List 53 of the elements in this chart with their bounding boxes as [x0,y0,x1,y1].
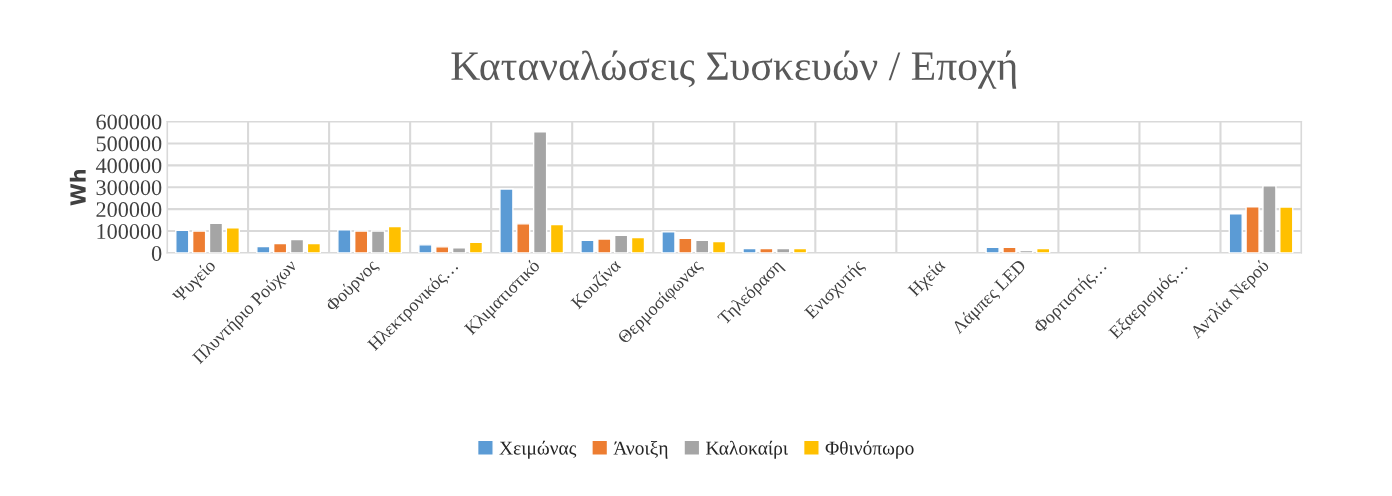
legend-label: Καλοκαίρι [706,440,789,459]
bar [613,234,629,253]
bar [695,239,710,253]
bar [208,222,224,253]
bar [1002,246,1017,253]
bar [468,241,484,253]
y-tick-label: 100000 [97,223,162,239]
bar [759,247,774,253]
bar [597,238,612,253]
bar [354,230,369,253]
bar [1228,213,1243,253]
y-tick-label: 500000 [96,136,162,152]
y-tick-label: 200000 [96,202,162,218]
bar [370,230,386,253]
bar [1019,249,1034,253]
legend-label: Χειμώνας [499,440,577,459]
bar [337,229,352,253]
y-tick-label: 0 [151,245,162,261]
bar [175,229,190,253]
bar [225,227,241,253]
legend-label: Φθινόπωρο [825,440,914,459]
y-tick-label: 600000 [96,114,162,130]
bar [678,237,693,253]
bar [191,230,207,253]
y-tick-label: 300000 [96,180,162,196]
chart-title: Καταναλώσεις Συσκευών / Εποχή [451,50,1017,89]
bar [711,240,727,253]
bar [776,247,791,253]
y-axis-title: Wh [69,169,86,206]
bar [985,246,1000,253]
bar [630,236,646,253]
bar [661,231,676,253]
bar [792,247,808,253]
bar [532,131,548,253]
bar [451,247,467,253]
bar [435,246,450,253]
y-tick-label: 400000 [95,158,162,174]
bar [1245,206,1260,253]
bar [306,242,322,253]
legend-label: Άνοιξη [613,440,668,459]
bar [289,238,305,253]
bar [1262,185,1277,253]
bar [516,223,531,253]
bar [272,242,288,253]
bar [1036,247,1051,253]
bar [1279,206,1294,253]
bar [549,223,565,253]
bar [418,244,433,253]
bar [387,225,403,253]
bar [580,239,595,253]
bar [499,188,514,253]
bar [742,247,757,253]
bar [256,245,271,253]
